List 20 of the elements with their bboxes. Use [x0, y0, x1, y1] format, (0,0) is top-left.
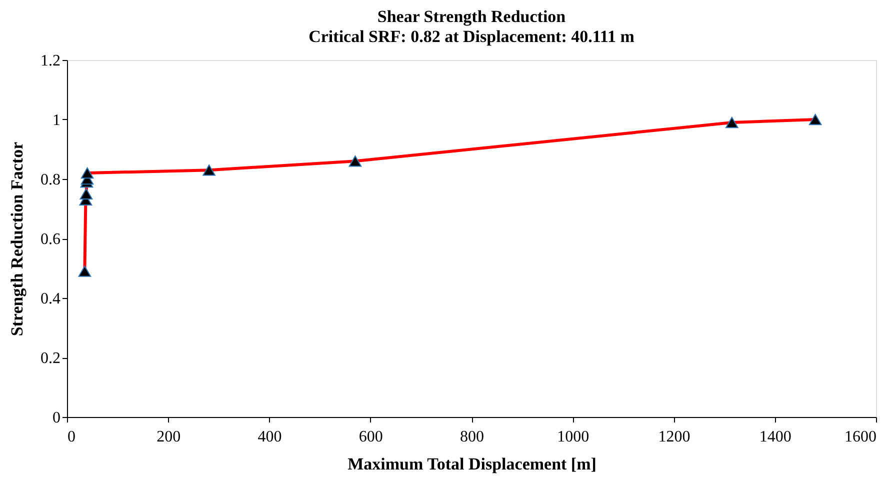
x-tick-label: 600 [358, 428, 383, 446]
y-tick-label: 0.2 [40, 350, 60, 367]
x-tick-label: 800 [460, 428, 484, 446]
y-axis-title: Strength Reduction Factor [8, 141, 26, 336]
x-tick-label: 1600 [844, 428, 876, 446]
y-tick-label: 0.4 [40, 290, 60, 308]
x-tick-label: 400 [258, 428, 282, 446]
chart-title: Shear Strength Reduction [377, 7, 566, 26]
y-tick-label: 1 [52, 112, 60, 129]
y-tick-label: 0.8 [40, 172, 60, 188]
x-tick-label: 200 [156, 428, 181, 446]
chart-subtitle: Critical SRF: 0.82 at Displacement: 40.111 m [308, 27, 634, 46]
x-tick-label: 0 [68, 428, 76, 446]
y-tick-label: 0 [52, 410, 60, 426]
y-tick-label: 0.6 [40, 231, 60, 248]
x-tick-label: 1400 [759, 428, 792, 446]
x-tick-label: 1200 [658, 428, 690, 446]
x-tick-label: 1000 [557, 428, 590, 446]
x-axis-title: Maximum Total Displacement [m] [348, 454, 596, 474]
y-tick-label: 1.2 [40, 52, 60, 70]
